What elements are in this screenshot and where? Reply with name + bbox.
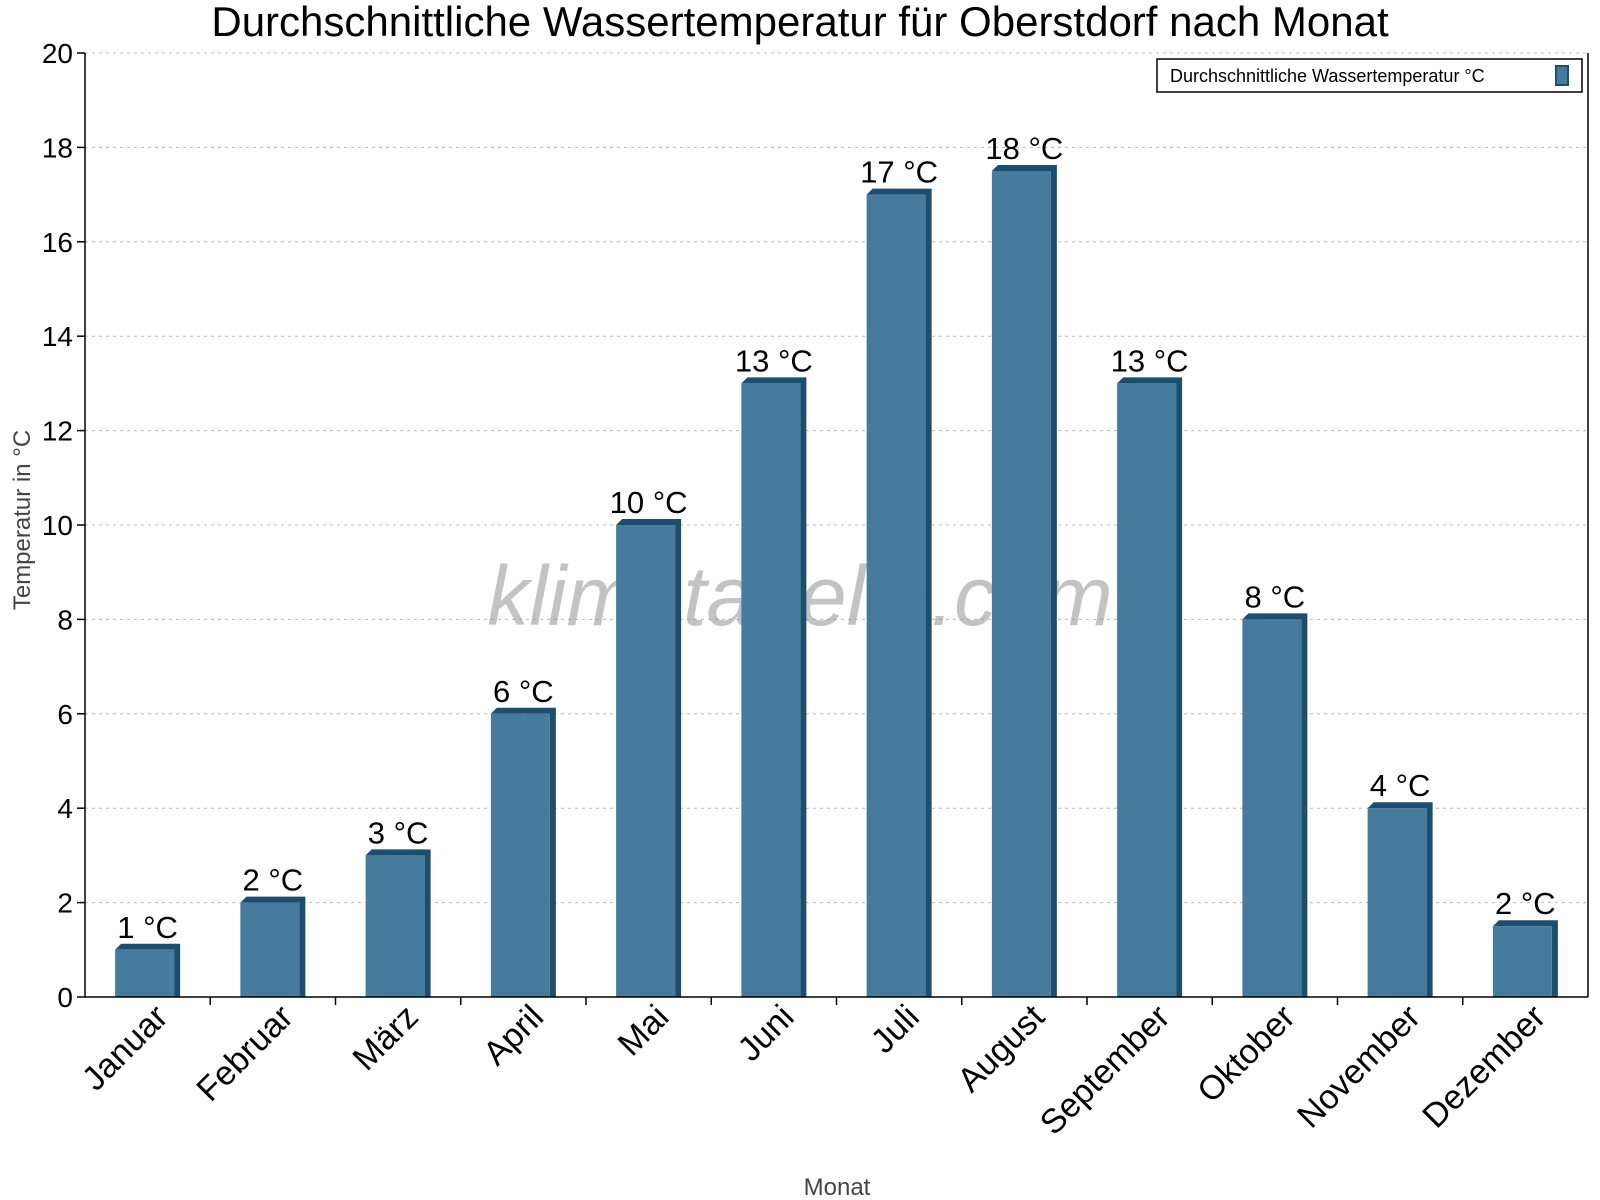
data-label: 17 °C	[860, 155, 938, 190]
x-tick-label: August	[950, 997, 1052, 1099]
chart-title: Durchschnittliche Wassertemperatur für O…	[211, 0, 1389, 45]
x-tick-label: März	[345, 998, 425, 1078]
x-tick-label: Februar	[189, 998, 300, 1109]
x-tick-label: Mai	[611, 998, 677, 1064]
y-tick-label: 10	[42, 510, 73, 541]
y-tick-label: 16	[42, 227, 73, 258]
x-tick-label: Juli	[864, 998, 927, 1061]
y-tick-label: 8	[57, 604, 73, 635]
y-tick-label: 18	[42, 132, 73, 163]
bar	[1492, 926, 1552, 997]
data-label: 10 °C	[610, 485, 688, 520]
y-tick-label: 2	[57, 888, 73, 919]
y-tick-label: 6	[57, 699, 73, 730]
legend-label: Durchschnittliche Wassertemperatur °C	[1170, 66, 1485, 86]
data-label: 13 °C	[1111, 343, 1189, 378]
data-label: 4 °C	[1370, 768, 1431, 803]
data-label: 18 °C	[985, 131, 1063, 166]
bar	[1117, 383, 1177, 997]
x-tick-label: Oktober	[1190, 998, 1302, 1110]
legend: Durchschnittliche Wassertemperatur °C	[1156, 58, 1583, 93]
bar-3d-edge	[115, 943, 181, 997]
bar	[991, 171, 1051, 997]
data-label: 6 °C	[493, 674, 554, 709]
data-label: 2 °C	[243, 863, 304, 898]
grid-lines	[85, 52, 1588, 904]
x-tick-label: Dezember	[1415, 998, 1553, 1136]
x-tick-label: November	[1290, 998, 1428, 1136]
bar	[240, 902, 300, 997]
data-label: 8 °C	[1245, 579, 1306, 614]
data-label: 1 °C	[117, 910, 178, 945]
legend-swatch	[1555, 65, 1569, 86]
bar	[616, 525, 676, 997]
bars: 1 °C 2 °C 3 °C 6 °C 10 °C 13 °C 17 °C 18 °C 13 °…	[115, 131, 1558, 998]
data-label: 2 °C	[1495, 886, 1556, 921]
bar	[365, 855, 425, 997]
bar	[1242, 619, 1302, 997]
legend-box	[1156, 58, 1583, 93]
bar	[490, 713, 550, 997]
x-axis-label: Monat	[804, 1174, 871, 1200]
y-tick-label: 20	[42, 38, 73, 69]
data-label: 3 °C	[368, 815, 429, 850]
y-axis-label: Temperatur in °C	[9, 430, 36, 610]
data-label: 13 °C	[735, 343, 813, 378]
y-tick-label: 14	[42, 321, 73, 352]
bar	[115, 949, 175, 997]
y-tick-label: 12	[42, 416, 73, 447]
bar	[866, 194, 926, 998]
x-tick-label: September	[1033, 998, 1177, 1142]
x-tick-label: Juni	[731, 998, 802, 1069]
bar	[741, 383, 801, 997]
x-tick-label: April	[476, 998, 551, 1073]
y-tick-label: 0	[57, 982, 73, 1013]
x-tick-label: Januar	[75, 998, 175, 1098]
bar	[1367, 808, 1427, 997]
y-tick-label: 4	[57, 793, 73, 824]
